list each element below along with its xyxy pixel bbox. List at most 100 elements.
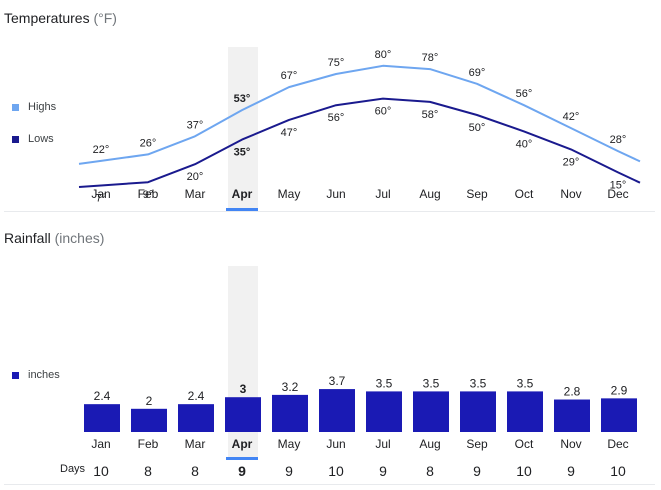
highs-label-jun: 75°: [328, 57, 345, 69]
temperatures-title-text: Temperatures: [4, 10, 90, 26]
rain-days-nov: 9: [567, 463, 575, 479]
rain-value-label-jun: 3.7: [329, 374, 346, 388]
selected-month-indicator-temp: [226, 208, 258, 211]
lows-label-feb: 9°: [143, 189, 154, 201]
temp-x-tick-jul: Jul: [375, 187, 390, 201]
rain-bar-apr: [225, 397, 261, 432]
highs-label-sep: 69°: [469, 67, 486, 79]
legend-inches: inches: [12, 369, 60, 381]
highs-label-aug: 78°: [422, 52, 439, 64]
rain-bar-dec: [601, 398, 637, 432]
temp-x-tick-aug: Aug: [419, 187, 440, 201]
lows-label-sep: 50°: [469, 122, 486, 134]
rain-value-label-mar: 2.4: [188, 389, 205, 403]
rain-days-jul: 9: [379, 463, 387, 479]
highs-label-dec: 28°: [610, 134, 627, 146]
legend-lows-label: Lows: [28, 133, 54, 145]
rain-days-jun: 10: [328, 463, 344, 479]
rain-days-feb: 8: [144, 463, 152, 479]
rain-x-tick-jul: Jul: [375, 437, 390, 451]
rain-bar-jul: [366, 391, 402, 432]
rain-x-tick-may: May: [278, 437, 301, 451]
rain-value-label-jul: 3.5: [376, 376, 393, 390]
rain-bar-nov: [554, 399, 590, 432]
rain-days-jan: 10: [93, 463, 109, 479]
rain-bar-jun: [319, 389, 355, 432]
rain-bar-feb: [131, 408, 167, 432]
rain-bar-mar: [178, 404, 214, 432]
lows-label-dec: 15°: [610, 179, 627, 191]
rain-value-label-nov: 2.8: [564, 385, 581, 399]
temp-x-tick-jun: Jun: [326, 187, 345, 201]
rainfall-chart: 2.4 2 2.4 3 3.2 3.7 3.5 3.5 3.5 3.5 2.8 2.9 Jan Feb Ma…: [84, 374, 637, 479]
highs-label-mar: 37°: [187, 119, 204, 131]
highs-line: [78, 64, 641, 165]
lows-label-oct: 40°: [516, 138, 533, 150]
rainfall-title-text: Rainfall: [4, 230, 51, 246]
lows-label-jul: 60°: [375, 106, 392, 118]
rain-days-mar: 8: [191, 463, 199, 479]
rain-value-label-aug: 3.5: [423, 376, 440, 390]
rain-days-apr: 9: [238, 463, 246, 479]
section-divider: [4, 211, 655, 212]
rain-x-tick-oct: Oct: [515, 437, 534, 451]
lows-label-mar: 20°: [187, 171, 204, 183]
temp-x-tick-sep: Sep: [466, 187, 488, 201]
highs-label-jul: 80°: [375, 49, 392, 61]
rain-value-label-dec: 2.9: [611, 383, 628, 397]
rain-value-label-may: 3.2: [282, 380, 299, 394]
lows-label-jun: 56°: [328, 112, 345, 124]
highs-label-may: 67°: [281, 70, 298, 82]
lows-label-apr: 35°: [234, 147, 251, 159]
lows-label-aug: 58°: [422, 109, 439, 121]
rain-bar-jan: [84, 404, 120, 432]
rain-x-tick-nov: Nov: [560, 437, 581, 451]
highs-label-oct: 56°: [516, 88, 533, 100]
rain-x-tick-feb: Feb: [138, 437, 159, 451]
legend-highs-label: Highs: [28, 101, 57, 113]
inches-swatch: [12, 371, 19, 379]
legend-lows: Lows: [12, 133, 54, 145]
lows-label-nov: 29°: [563, 156, 580, 168]
rain-days-oct: 10: [516, 463, 532, 479]
rain-value-label-sep: 3.5: [470, 376, 487, 390]
temp-x-tick-feb: Feb: [138, 187, 159, 201]
rainfall-unit: (inches): [54, 230, 105, 246]
rain-days-may: 9: [285, 463, 293, 479]
rain-x-tick-jan: Jan: [91, 437, 110, 451]
rain-x-tick-jun: Jun: [326, 437, 345, 451]
rain-days-aug: 8: [426, 463, 434, 479]
temp-x-tick-mar: Mar: [185, 187, 206, 201]
temp-x-tick-oct: Oct: [515, 187, 534, 201]
temp-x-tick-nov: Nov: [560, 187, 581, 201]
lows-line: [78, 97, 641, 188]
temp-x-tick-may: May: [278, 187, 301, 201]
rain-bar-aug: [413, 391, 449, 432]
legend-inches-label: inches: [28, 369, 60, 381]
days-label: Days: [60, 463, 86, 475]
temperatures-title: Temperatures (°F): [4, 10, 117, 26]
rain-value-label-apr: 3: [240, 382, 247, 396]
rain-x-tick-sep: Sep: [466, 437, 488, 451]
selected-month-band-temp: [228, 47, 258, 208]
temperatures-unit: (°F): [93, 10, 117, 26]
rain-value-label-oct: 3.5: [517, 376, 534, 390]
rain-x-tick-dec: Dec: [607, 437, 628, 451]
rain-value-label-jan: 2.4: [94, 389, 111, 403]
highs-label-nov: 42°: [563, 111, 580, 123]
lows-swatch: [12, 135, 19, 143]
rain-bar-sep: [460, 391, 496, 432]
rain-days-sep: 9: [473, 463, 481, 479]
rain-days-dec: 10: [610, 463, 626, 479]
lows-label-may: 47°: [281, 127, 298, 139]
bottom-divider: [4, 484, 655, 485]
highs-label-feb: 26°: [140, 137, 157, 149]
temp-x-tick-apr: Apr: [232, 187, 253, 201]
rainfall-title: Rainfall (inches): [4, 230, 104, 246]
temp-x-tick-jan: Jan: [91, 187, 110, 201]
rain-bar-may: [272, 394, 308, 432]
highs-label-jan: 22°: [93, 144, 110, 156]
highs-swatch: [12, 103, 19, 111]
temp-x-tick-dec: Dec: [607, 187, 628, 201]
